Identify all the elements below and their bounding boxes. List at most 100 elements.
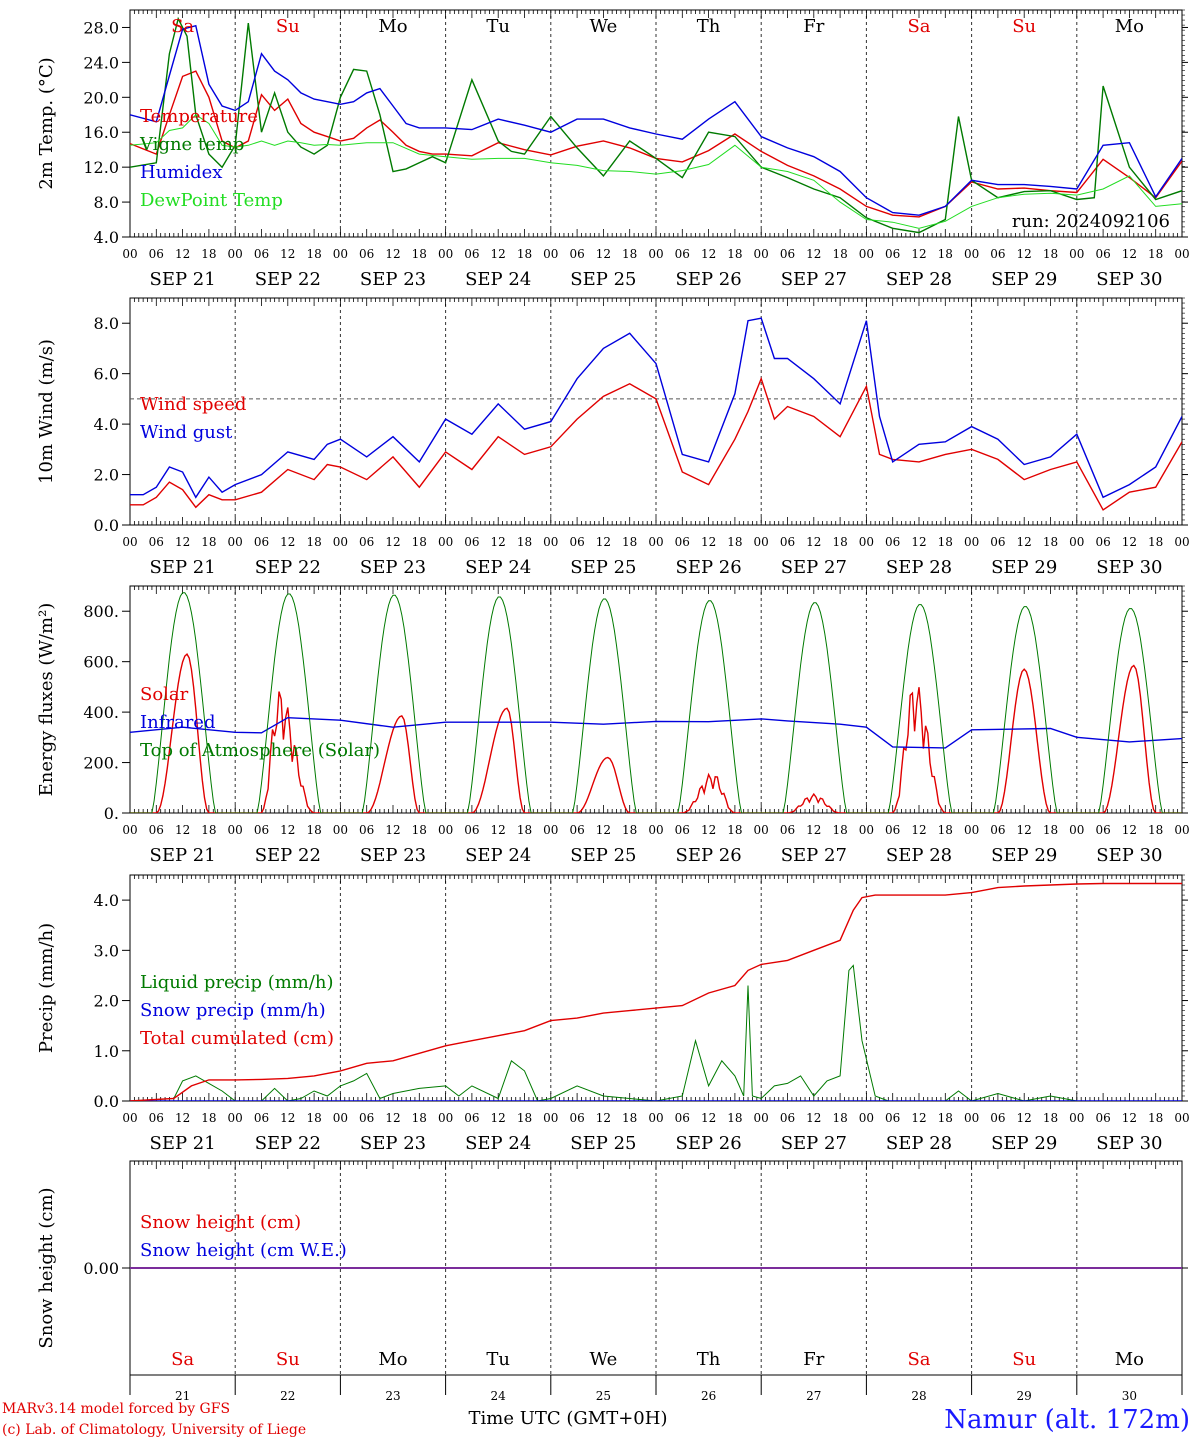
x-hour-label: 18 bbox=[622, 535, 637, 549]
x-hour-label: 12 bbox=[1017, 535, 1032, 549]
x-date-label: SEP 26 bbox=[675, 1133, 741, 1154]
y-tick-label: 0. bbox=[104, 804, 119, 823]
day-number: 24 bbox=[491, 1389, 507, 1403]
x-hour-label: 12 bbox=[701, 535, 716, 549]
x-hour-label: 12 bbox=[911, 823, 926, 837]
x-hour-label: 00 bbox=[228, 823, 243, 837]
day-number: 27 bbox=[806, 1389, 821, 1403]
day-name: Mo bbox=[378, 1349, 407, 1370]
day-name: Fr bbox=[803, 16, 824, 37]
x-hour-label: 12 bbox=[806, 1111, 821, 1125]
credit-line-2: (c) Lab. of Climatology, University of L… bbox=[2, 1422, 306, 1438]
legend-entry: Snow height (cm W.E.) bbox=[140, 1240, 347, 1261]
x-hour-label: 00 bbox=[859, 535, 874, 549]
legend-entry: Snow height (cm) bbox=[140, 1212, 301, 1233]
series-line bbox=[130, 24, 1182, 216]
legend-entry: Wind speed bbox=[140, 394, 246, 415]
x-hour-label: 00 bbox=[438, 247, 453, 261]
x-hour-label: 12 bbox=[491, 823, 506, 837]
x-date-label: SEP 21 bbox=[149, 557, 215, 578]
day-name: We bbox=[590, 16, 618, 37]
day-name: Sa bbox=[171, 16, 194, 37]
x-date-label: SEP 30 bbox=[1096, 845, 1162, 866]
x-hour-label: 00 bbox=[543, 823, 558, 837]
x-hour-label: 12 bbox=[806, 823, 821, 837]
x-hour-label: 18 bbox=[1148, 535, 1163, 549]
x-hour-label: 06 bbox=[569, 823, 584, 837]
x-date-label: SEP 30 bbox=[1096, 557, 1162, 578]
x-hour-label: 18 bbox=[517, 823, 532, 837]
series-line bbox=[130, 716, 1182, 749]
y-tick-label: 200. bbox=[83, 754, 119, 773]
day-name: Mo bbox=[1115, 1349, 1144, 1370]
x-hour-label: 12 bbox=[280, 247, 295, 261]
x-hour-label: 06 bbox=[464, 823, 479, 837]
x-hour-label: 12 bbox=[385, 247, 400, 261]
y-tick-label: 400. bbox=[83, 703, 119, 722]
x-date-label: SEP 29 bbox=[991, 1133, 1057, 1154]
x-hour-label: 06 bbox=[990, 823, 1005, 837]
y-tick-label: 800. bbox=[83, 602, 119, 621]
x-hour-label: 18 bbox=[1148, 247, 1163, 261]
x-hour-label: 12 bbox=[596, 1111, 611, 1125]
x-hour-label: 12 bbox=[280, 1111, 295, 1125]
y-axis-label: 10m Wind (m/s) bbox=[36, 339, 57, 484]
day-number: 26 bbox=[701, 1389, 716, 1403]
x-hour-label: 18 bbox=[201, 823, 216, 837]
x-hour-label: 18 bbox=[517, 535, 532, 549]
y-tick-label: 8.0 bbox=[94, 314, 119, 333]
day-number: 23 bbox=[385, 1389, 400, 1403]
x-hour-label: 12 bbox=[1122, 535, 1137, 549]
x-hour-label: 18 bbox=[201, 247, 216, 261]
x-hour-label: 12 bbox=[806, 247, 821, 261]
x-hour-label: 00 bbox=[648, 535, 663, 549]
day-number: 22 bbox=[280, 1389, 295, 1403]
x-hour-label: 18 bbox=[412, 247, 427, 261]
x-hour-label: 06 bbox=[780, 247, 795, 261]
x-hour-label: 00 bbox=[333, 535, 348, 549]
x-hour-label: 06 bbox=[254, 535, 269, 549]
x-hour-label: 12 bbox=[911, 535, 926, 549]
x-hour-label: 12 bbox=[911, 247, 926, 261]
legend-entry: Total cumulated (cm) bbox=[140, 1028, 334, 1049]
x-hour-label: 18 bbox=[832, 535, 847, 549]
x-hour-label: 18 bbox=[622, 247, 637, 261]
x-hour-label: 12 bbox=[806, 535, 821, 549]
x-hour-label: 18 bbox=[412, 1111, 427, 1125]
x-date-label: SEP 29 bbox=[991, 557, 1057, 578]
x-hour-label: 06 bbox=[254, 1111, 269, 1125]
x-date-label: SEP 22 bbox=[255, 1133, 321, 1154]
legend-entry: DewPoint Temp bbox=[140, 190, 283, 211]
day-number: 21 bbox=[175, 1389, 190, 1403]
x-hour-label: 18 bbox=[1043, 823, 1058, 837]
x-hour-label: 18 bbox=[832, 1111, 847, 1125]
x-hour-label: 18 bbox=[517, 247, 532, 261]
legend-entry: Wind gust bbox=[140, 422, 233, 443]
day-name: Sa bbox=[907, 1349, 930, 1370]
day-name: Tu bbox=[486, 16, 510, 37]
x-date-label: SEP 28 bbox=[886, 1133, 952, 1154]
x-hour-label: 12 bbox=[596, 823, 611, 837]
x-date-label: SEP 22 bbox=[255, 269, 321, 290]
x-hour-label: 18 bbox=[306, 1111, 321, 1125]
x-hour-label: 06 bbox=[359, 823, 374, 837]
y-tick-label: 600. bbox=[83, 653, 119, 672]
x-hour-label: 06 bbox=[359, 1111, 374, 1125]
x-date-label: SEP 23 bbox=[360, 845, 426, 866]
x-hour-label: 06 bbox=[1095, 1111, 1110, 1125]
series-line bbox=[130, 652, 1182, 813]
x-hour-label: 00 bbox=[964, 247, 979, 261]
x-date-label: SEP 27 bbox=[781, 557, 847, 578]
x-hour-label: 00 bbox=[648, 247, 663, 261]
x-hour-label: 00 bbox=[1174, 823, 1189, 837]
x-hour-label: 00 bbox=[543, 1111, 558, 1125]
x-hour-label: 00 bbox=[122, 535, 137, 549]
series-line bbox=[130, 114, 1182, 229]
x-hour-label: 00 bbox=[1174, 1111, 1189, 1125]
y-axis-label: 2m Temp. (°C) bbox=[36, 57, 57, 189]
legend-entry: Temperature bbox=[140, 106, 258, 127]
series-line bbox=[130, 964, 1182, 1101]
x-hour-label: 06 bbox=[885, 535, 900, 549]
x-hour-label: 18 bbox=[832, 247, 847, 261]
panel-temp: 4.0 8.0 12.0 16.0 20.0 24.0 28.0 2m Temp. (°C) 0… bbox=[36, 9, 1190, 290]
